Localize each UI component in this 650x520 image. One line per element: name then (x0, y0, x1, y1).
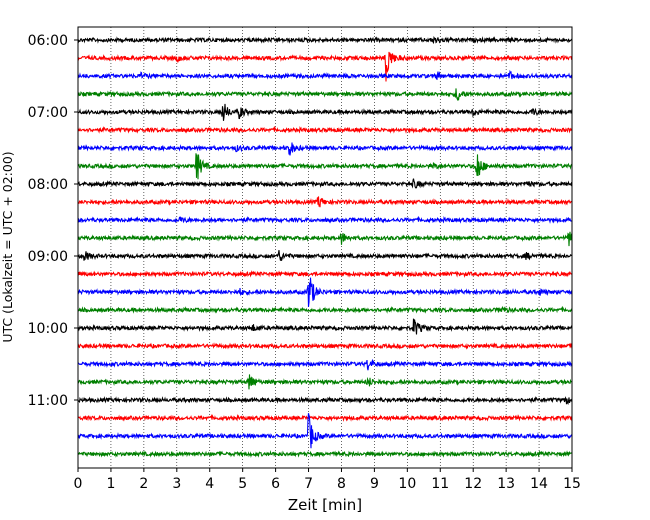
trace-0745 (77, 153, 573, 180)
trace-0615 (77, 51, 573, 82)
y-tick-label: 11:00 (28, 393, 68, 409)
trace-0845 (77, 231, 573, 247)
x-tick-label: 9 (370, 476, 379, 492)
trace-1030 (77, 358, 573, 371)
x-tick-label: 7 (304, 476, 313, 492)
x-tick-label: 14 (530, 476, 548, 492)
trace-1015 (77, 342, 573, 350)
y-axis-ticks: 06:00 07:00 08:00 09:00 10:00 11:00 (28, 33, 78, 409)
x-tick-label: 6 (271, 476, 280, 492)
trace-0645 (77, 88, 573, 102)
trace-0945 (77, 305, 573, 314)
trace-0900 (77, 250, 573, 261)
x-tick-label: 5 (238, 476, 247, 492)
trace-0700 (77, 103, 573, 121)
trace-0930 (77, 277, 573, 307)
trace-1145 (77, 450, 573, 458)
trace-0800 (77, 178, 573, 189)
trace-0715 (77, 125, 573, 134)
y-tick-label: 06:00 (28, 33, 68, 49)
trace-1045 (77, 374, 573, 390)
trace-0730 (77, 142, 573, 156)
x-tick-label: 11 (431, 476, 449, 492)
x-tick-label: 3 (172, 476, 181, 492)
y-tick-label: 10:00 (28, 321, 68, 337)
trace-0915 (77, 270, 573, 278)
x-tick-label: 2 (139, 476, 148, 492)
x-tick-label: 10 (398, 476, 416, 492)
trace-1000 (77, 318, 573, 335)
x-tick-label: 15 (563, 476, 581, 492)
plot-area (78, 27, 572, 468)
trace-0815 (77, 196, 573, 208)
x-tick-label: 12 (464, 476, 482, 492)
trace-0630 (77, 69, 573, 81)
x-axis-label: Zeit [min] (288, 496, 362, 514)
trace-0600 (77, 35, 573, 45)
y-tick-label: 07:00 (28, 105, 68, 121)
trace-0830 (77, 215, 573, 224)
x-tick-label: 1 (106, 476, 115, 492)
x-tick-label: 8 (337, 476, 346, 492)
trace-1100 (77, 396, 573, 405)
y-tick-label: 08:00 (28, 177, 68, 193)
x-tick-label: 0 (74, 476, 83, 492)
x-axis-ticks: 0 1 2 3 4 5 6 7 8 9 10 11 12 13 14 15 (74, 468, 581, 492)
x-tick-label: 4 (205, 476, 214, 492)
trace-1115 (77, 413, 573, 422)
plot-frame (77, 26, 573, 469)
seismic-traces (77, 35, 573, 458)
y-tick-label: 09:00 (28, 249, 68, 265)
trace-1130 (77, 413, 573, 449)
x-tick-label: 13 (497, 476, 515, 492)
y-axis-label: UTC (Lokalzeit = UTC + 02:00) (0, 151, 15, 342)
